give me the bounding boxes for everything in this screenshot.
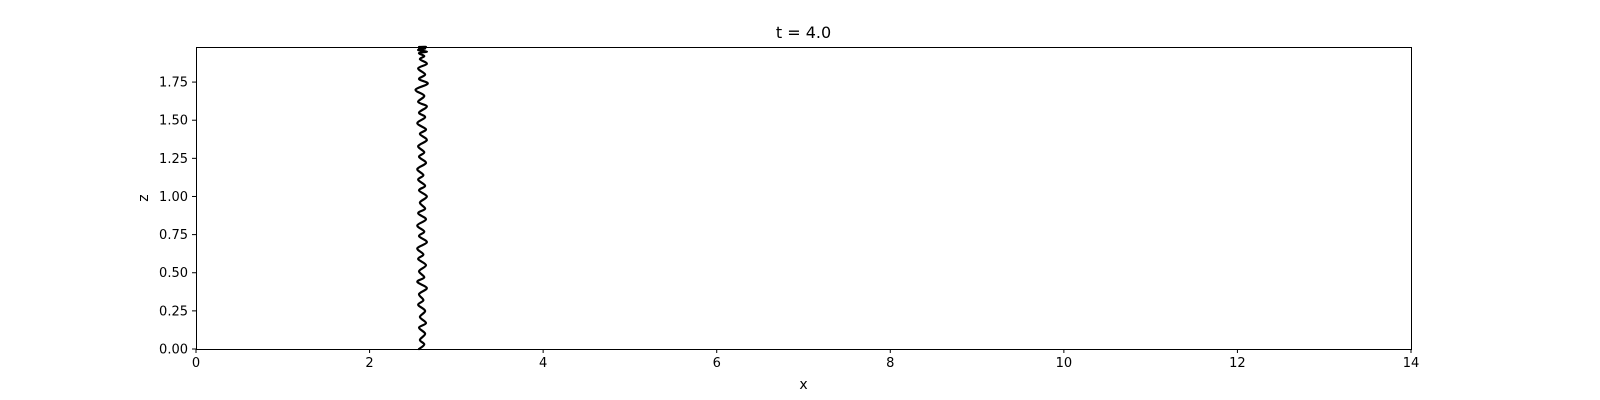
interface-line-series-0: [414, 45, 429, 351]
x-tick-label: 8: [886, 356, 894, 371]
plot-area: [196, 47, 1411, 349]
y-tick-label: 1.75: [159, 76, 188, 91]
y-tick-label: 1.00: [159, 190, 188, 205]
y-tick-label: 0.25: [159, 304, 188, 319]
x-tick-label: 0: [192, 356, 200, 371]
y-tick-label: 1.50: [159, 114, 188, 129]
x-tick-label: 6: [713, 356, 721, 371]
y-tick-label: 0.00: [159, 343, 188, 358]
x-ticks: 0 2 4 6 8 10 12 14: [192, 349, 1419, 371]
x-tick-label: 10: [1056, 356, 1073, 371]
x-tick-label: 2: [365, 356, 373, 371]
chart-title: t = 4.0: [776, 23, 831, 42]
y-ticks: 0.00 0.25 0.50 0.75 1.00 1.25 1.50 1.75: [159, 76, 196, 358]
y-tick-label: 0.50: [159, 266, 188, 281]
x-tick-label: 14: [1403, 356, 1420, 371]
series-layer: [414, 45, 429, 351]
y-tick-label: 0.75: [159, 228, 188, 243]
x-tick-label: 4: [539, 356, 547, 371]
x-axis-label: x: [799, 377, 807, 393]
axes-frame: [196, 47, 1412, 350]
x-tick-label: 12: [1229, 356, 1246, 371]
y-tick-label: 1.25: [159, 152, 188, 167]
y-axis-label: z: [136, 194, 152, 201]
